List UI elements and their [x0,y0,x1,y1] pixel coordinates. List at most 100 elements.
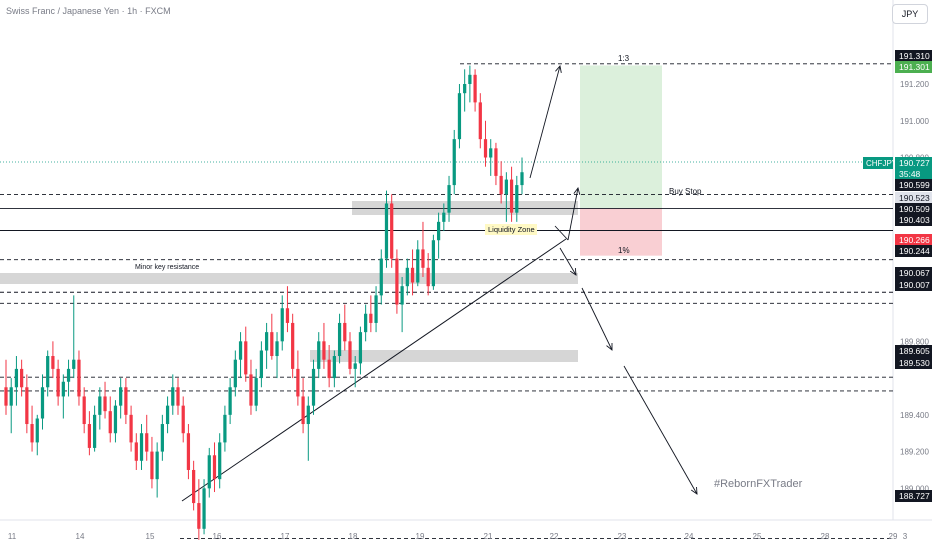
price-tag-bg [895,279,932,291]
liquidity-zone-label-bg [485,224,537,235]
price-tag-text: 191.310 [899,51,930,61]
candle-body [134,442,138,461]
candle-body [212,455,217,480]
time-tick-label: 11 [8,532,17,541]
candle-body [337,322,342,357]
symbol-title[interactable]: Swiss Franc / Japanese Yen · 1h · FXCM [6,6,171,16]
time-tick-label: 17 [281,532,290,541]
candle-body [301,396,305,425]
price-tag-text: 190.599 [899,180,930,190]
candle-body [197,503,201,529]
percent-label: 1% [618,246,630,255]
candle-body [348,341,352,369]
candle-body [504,179,508,195]
candle-body [364,313,368,333]
candle-body [108,411,112,434]
price-tag-text: 190.403 [899,215,930,225]
candle-body [40,387,45,419]
candle-body [442,212,446,222]
candle-body [150,451,154,480]
candle-body [192,469,196,504]
candle-body [416,249,420,283]
ratio-label: 1:3 [618,54,630,63]
minor-resistance-label: Minor key resistance [135,264,199,271]
candle-body [20,368,24,388]
price-tag-bg [895,61,932,73]
candle-body [489,148,493,158]
trendline [181,238,567,502]
arrow-down-3-head [690,486,698,495]
candle-body [499,175,503,195]
candle-body [317,341,321,369]
price-tag-text: 188.727 [899,491,930,501]
candle-body [244,341,248,375]
watermark-text: #RebornFXTrader [714,478,803,490]
candle-body [4,387,8,406]
price-tag-text: 190.509 [899,204,930,214]
candle-body [431,240,436,287]
candle-body [87,424,92,448]
candle-body [66,368,71,382]
price-tag-bg [895,192,932,204]
price-tag-text: 191.301 [899,62,930,72]
candle-body [275,341,279,357]
arrow-down-2-head [606,342,613,351]
candle-body [119,387,123,406]
time-tick-label: 15 [146,532,155,541]
candle-body [457,93,462,140]
candle-body [207,455,211,489]
liquidity-zone-label: Liquidity Zone [488,225,535,234]
candle-body [9,387,13,406]
arrow-down-3 [623,365,698,495]
minor-resistance-zone [0,273,578,284]
candle-body [447,185,451,213]
candle-body [82,396,86,425]
price-tag-bg [895,50,932,62]
price-tag-bg [895,267,932,279]
candle-body [249,374,253,406]
buy-stop-label: Buy Stop [669,187,702,196]
candle-body [509,179,514,213]
candle-body [228,387,232,415]
candle-body [478,102,482,140]
candle-body [238,341,243,360]
candle-body [46,356,50,388]
candle-body [285,308,290,323]
candle-body [264,332,269,351]
candle-body [436,221,441,241]
candle-body [405,267,409,287]
candle-body [202,488,206,529]
candle-body [306,405,310,425]
candle-body [410,267,415,283]
stop-loss-zone [580,208,662,256]
price-tag-bg [895,179,932,191]
time-tick-label: 28 [821,532,830,541]
candle-body [463,84,467,94]
candle-body [400,286,404,305]
candle-body [343,322,347,342]
candle-body [353,363,357,369]
price-tag-text: 190.523 [899,193,930,203]
candle-body [72,359,76,369]
candle-body [30,424,34,443]
price-tag-bg [895,245,932,257]
candle-body [113,405,118,434]
candle-body [160,424,164,452]
candle-body [379,258,383,296]
candle-body [369,313,373,323]
candle-body [332,356,336,379]
candle-body [291,322,295,369]
price-tick-label: 189.800 [900,337,929,346]
candle-body [395,258,399,305]
candle-body [171,387,175,406]
candle-body [77,359,81,397]
time-tick-label: 19 [416,532,425,541]
candle-body [259,350,264,379]
candle-body [223,414,227,443]
candle-body [139,433,144,461]
candle-body [358,332,363,364]
currency-button[interactable]: JPY [892,4,928,24]
time-tick-label: 16 [213,532,222,541]
